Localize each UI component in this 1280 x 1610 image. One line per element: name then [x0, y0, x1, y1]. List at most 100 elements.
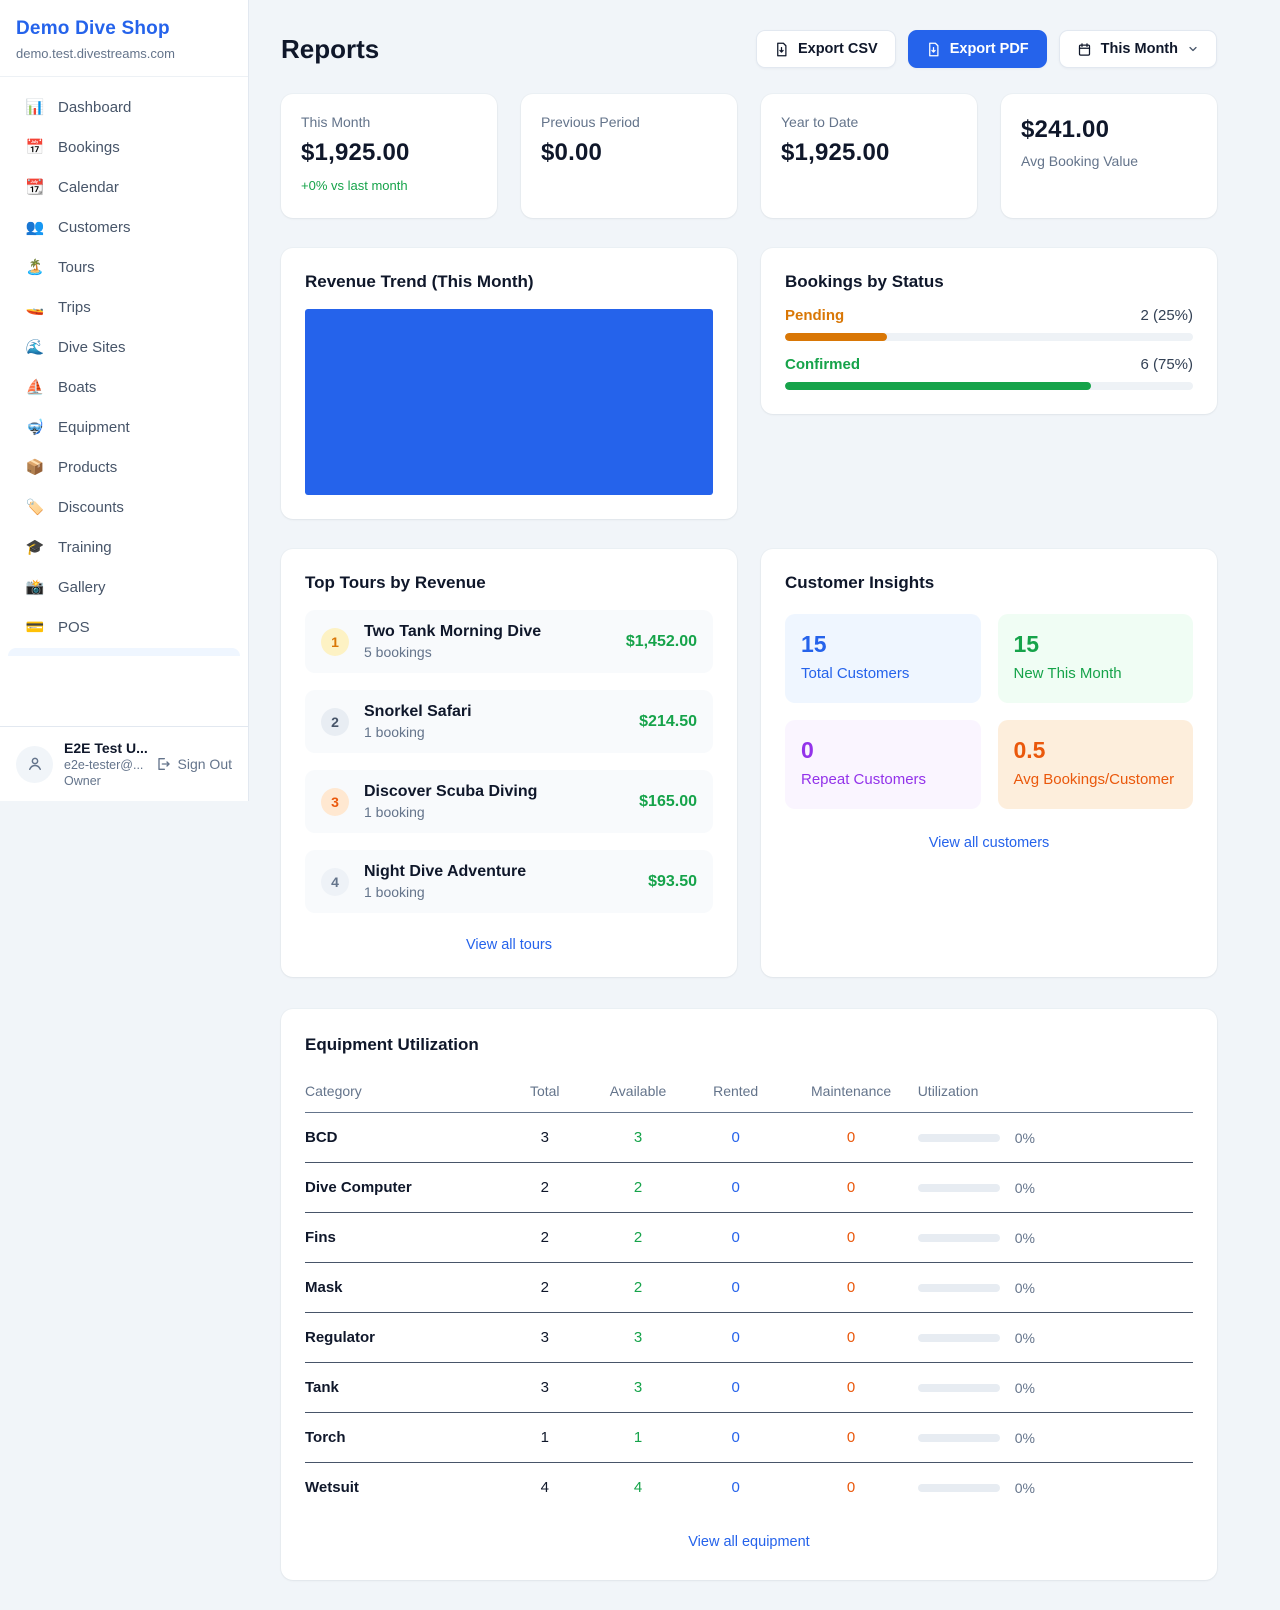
user-email: e2e-tester@... — [64, 758, 144, 772]
cell-available: 1 — [589, 1412, 687, 1463]
utilization-bar — [917, 1383, 1000, 1392]
sidebar-item-label: POS — [58, 618, 90, 636]
island-icon: 🏝️ — [25, 259, 45, 276]
cell-rented: 0 — [686, 1162, 785, 1213]
stat-card-this-month: This Month $1,925.00 +0% vs last month — [281, 94, 497, 218]
sidebar-item-dive-sites[interactable]: 🌊 Dive Sites — [8, 327, 240, 367]
tour-bookings: 1 booking — [364, 884, 425, 900]
rank-badge: 4 — [321, 867, 349, 896]
table-row: Mask 2 2 0 0 0% — [305, 1262, 1193, 1313]
table-header-row: Category Total Available Rented Maintena… — [305, 1071, 1193, 1113]
cell-total: 3 — [500, 1312, 590, 1363]
file-download-icon — [777, 42, 787, 56]
cell-rented: 0 — [686, 1362, 785, 1413]
utilization-bar — [917, 1433, 1000, 1442]
sidebar-item-calendar[interactable]: 📆 Calendar — [8, 167, 240, 207]
sidebar-item-label: Customers — [58, 218, 131, 236]
view-all-customers-link[interactable]: View all customers — [928, 835, 1050, 851]
sidebar-item-label: Calendar — [58, 178, 119, 196]
stat-label: Previous Period — [541, 114, 640, 130]
cell-maintenance: 0 — [784, 1112, 918, 1163]
calendar-icon: 📆 — [25, 179, 45, 196]
cell-maintenance: 0 — [784, 1412, 918, 1463]
cell-maintenance: 0 — [784, 1262, 918, 1313]
equipment-table: Category Total Available Rented Maintena… — [305, 1071, 1193, 1508]
sidebar-header: Demo Dive Shop demo.test.divestreams.com — [0, 0, 248, 77]
cell-category: Regulator — [305, 1312, 501, 1363]
sign-out-label: Sign Out — [177, 756, 232, 772]
page-title: Reports — [281, 33, 380, 64]
tag-icon: 🏷️ — [25, 499, 45, 516]
page-header: Reports Export CSV Export PDF This Month — [281, 30, 1217, 68]
status-row-pending: Pending 2 (25%) — [785, 307, 1193, 341]
sidebar-item-products[interactable]: 📦 Products — [8, 447, 240, 487]
cell-category: BCD — [305, 1112, 501, 1163]
cell-rented: 0 — [686, 1312, 785, 1363]
cell-rented: 0 — [731, 1479, 740, 1496]
cell-maintenance: 0 — [784, 1212, 918, 1263]
insight-tile-new-this-month: 15 New This Month — [997, 614, 1193, 703]
sidebar-item-trips[interactable]: 🚤 Trips — [8, 287, 240, 327]
utilization-bar — [917, 1333, 1000, 1342]
sidebar-item-customers[interactable]: 👥 Customers — [8, 207, 240, 247]
main-content: Reports Export CSV Export PDF This Month — [249, 0, 1217, 1580]
tour-name: Night Dive Adventure — [364, 863, 527, 880]
sidebar-item-equipment[interactable]: 🤿 Equipment — [8, 407, 240, 447]
stat-card-previous-period: Previous Period $0.00 — [521, 94, 737, 218]
sidebar-item-boats[interactable]: ⛵ Boats — [8, 367, 240, 407]
user-role: Owner — [64, 774, 101, 788]
view-all-tours-link[interactable]: View all tours — [466, 937, 552, 953]
table-row: Torch 1 1 0 0 0% — [305, 1412, 1193, 1463]
chevron-down-icon — [1189, 46, 1197, 52]
utilization-percent: 0% — [1014, 1279, 1035, 1296]
tour-amount: $165.00 — [639, 792, 697, 810]
sidebar-user-footer: E2E Test U... e2e-tester@... Owner Sign … — [0, 726, 248, 801]
sidebar-item-discounts[interactable]: 🏷️ Discounts — [8, 487, 240, 527]
sidebar-item-pos[interactable]: 💳 POS — [8, 607, 240, 647]
tile-label: Repeat Customers — [801, 771, 927, 788]
sidebar-item-label: Dive Sites — [58, 338, 126, 356]
export-csv-button[interactable]: Export CSV — [755, 30, 896, 68]
cell-rented: 0 — [686, 1212, 785, 1263]
sidebar-item-reports-partial[interactable] — [8, 648, 240, 656]
utilization-bar — [917, 1133, 1000, 1142]
shop-name: Demo Dive Shop — [16, 18, 170, 39]
stat-label: Avg Booking Value — [1021, 153, 1139, 169]
sidebar-item-gallery[interactable]: 📸 Gallery — [8, 567, 240, 607]
calendar-date-icon: 📅 — [25, 139, 45, 156]
status-label: Pending — [785, 307, 845, 324]
progress-track — [785, 382, 1193, 390]
sidebar-item-training[interactable]: 🎓 Training — [8, 527, 240, 567]
table-row: Regulator 3 3 0 0 0% — [305, 1312, 1193, 1363]
graduation-cap-icon: 🎓 — [25, 539, 45, 556]
tour-bookings: 1 booking — [364, 804, 425, 820]
column-header: Rented — [686, 1071, 785, 1113]
rank-badge: 3 — [321, 787, 349, 816]
sign-out-button[interactable]: Sign Out — [155, 756, 232, 772]
sidebar-item-label: Dashboard — [58, 98, 132, 116]
stat-value: $0.00 — [541, 139, 603, 166]
cell-total: 1 — [500, 1412, 590, 1463]
export-pdf-button[interactable]: Export PDF — [907, 30, 1047, 68]
utilization-cell: 0% — [917, 1430, 1193, 1446]
stat-card-avg-booking-value: $241.00 Avg Booking Value — [1001, 94, 1217, 218]
period-label: This Month — [1100, 41, 1178, 57]
sidebar-item-dashboard[interactable]: 📊 Dashboard — [8, 87, 240, 127]
table-row: BCD 3 3 0 0 0% — [305, 1112, 1193, 1163]
utilization-cell: 0% — [917, 1130, 1193, 1146]
period-dropdown[interactable]: This Month — [1058, 30, 1217, 68]
view-all-equipment-link[interactable]: View all equipment — [688, 1534, 810, 1550]
sidebar-item-bookings[interactable]: 📅 Bookings — [8, 127, 240, 167]
utilization-percent: 0% — [1014, 1379, 1035, 1396]
table-row: Wetsuit 4 4 0 0 0% — [305, 1463, 1193, 1509]
stat-card-year-to-date: Year to Date $1,925.00 — [761, 94, 977, 218]
sidebar-item-label: Discounts — [58, 498, 124, 516]
sidebar-item-label: Tours — [58, 258, 95, 276]
file-download-icon — [928, 42, 939, 56]
top-tours-title: Top Tours by Revenue — [305, 573, 486, 592]
sidebar-item-tours[interactable]: 🏝️ Tours — [8, 247, 240, 287]
utilization-cell: 0% — [917, 1379, 1193, 1396]
status-value: 6 (75%) — [1140, 356, 1193, 373]
customer-insights-title: Customer Insights — [785, 573, 935, 592]
tour-row: 3 Discover Scuba Diving 1 booking $165.0… — [305, 770, 713, 833]
